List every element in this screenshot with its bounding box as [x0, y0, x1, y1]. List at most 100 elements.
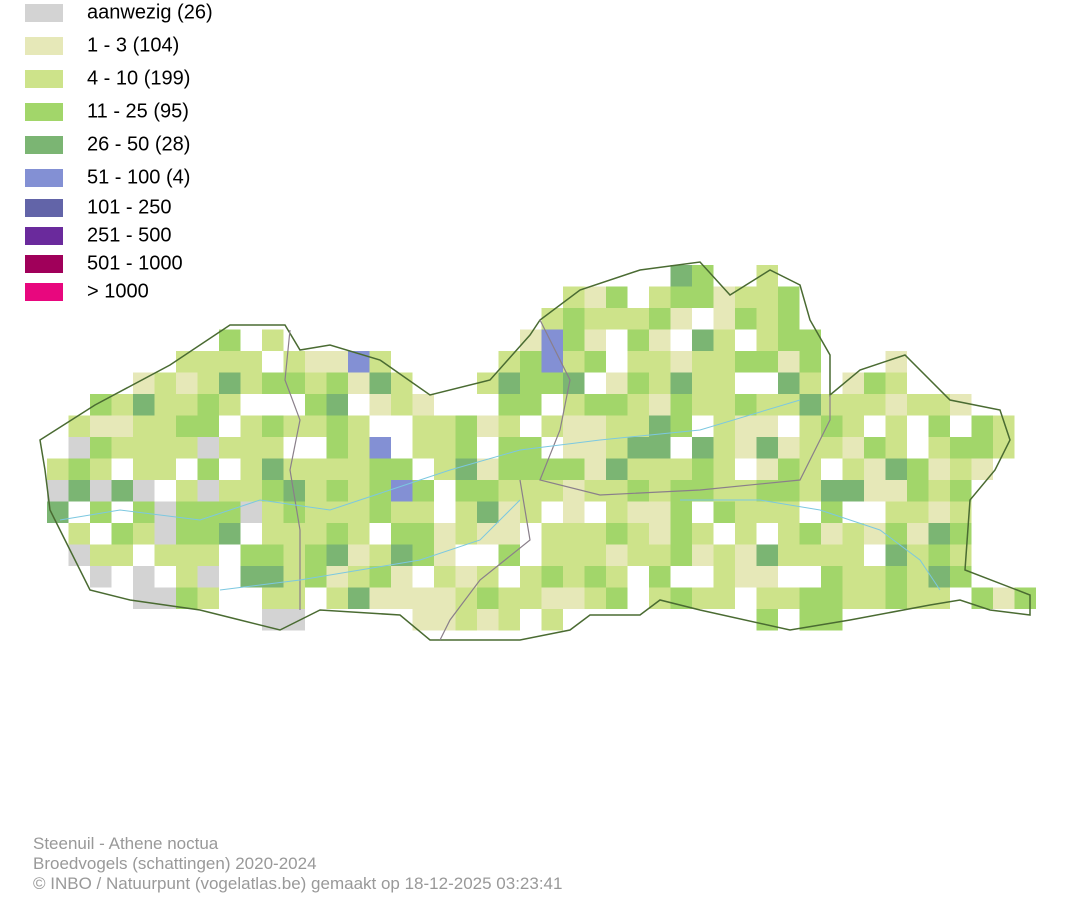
grid-cell	[520, 329, 542, 351]
grid-cell	[348, 351, 370, 373]
grid-cell	[713, 566, 735, 588]
grid-cell	[670, 286, 692, 308]
grid-cell	[821, 394, 843, 416]
grid-cell	[412, 544, 434, 566]
grid-cell	[498, 415, 520, 437]
grid-cell	[756, 351, 778, 373]
grid-cell	[864, 587, 886, 609]
grid-cell	[154, 523, 176, 545]
grid-cell	[434, 587, 456, 609]
grid-cell	[391, 587, 413, 609]
grid-cell	[627, 372, 649, 394]
grid-cell	[627, 329, 649, 351]
grid-cell	[111, 544, 133, 566]
grid-cell	[649, 458, 671, 480]
grid-cell	[520, 501, 542, 523]
grid-cell	[799, 329, 821, 351]
grid-cell	[627, 544, 649, 566]
grid-cell	[369, 501, 391, 523]
grid-cell	[133, 394, 155, 416]
grid-cell	[240, 415, 262, 437]
grid-cell	[498, 394, 520, 416]
grid-cell	[799, 480, 821, 502]
grid-cell	[47, 480, 69, 502]
grid-cell	[735, 544, 757, 566]
grid-cell	[477, 523, 499, 545]
grid-cell	[563, 437, 585, 459]
grid-cell	[68, 523, 90, 545]
grid-cell	[541, 523, 563, 545]
legend-swatch	[25, 4, 63, 22]
grid-cell	[713, 480, 735, 502]
grid-cell	[735, 415, 757, 437]
grid-cell	[842, 544, 864, 566]
grid-cell	[799, 372, 821, 394]
grid-cell	[950, 544, 972, 566]
grid-cell	[154, 437, 176, 459]
grid-cell	[283, 501, 305, 523]
grid-cell	[756, 415, 778, 437]
grid-cell	[821, 501, 843, 523]
grid-cell	[305, 351, 327, 373]
grid-cell	[950, 523, 972, 545]
grid-cell	[369, 458, 391, 480]
grid-cell	[821, 587, 843, 609]
grid-cell	[713, 351, 735, 373]
grid-cell	[434, 609, 456, 631]
grid-cell	[864, 458, 886, 480]
grid-cell	[326, 351, 348, 373]
grid-cell	[326, 587, 348, 609]
grid-cell	[326, 523, 348, 545]
grid-cell	[778, 544, 800, 566]
grid-cell	[326, 394, 348, 416]
grid-cell	[799, 415, 821, 437]
grid-cell	[176, 523, 198, 545]
grid-cell	[821, 437, 843, 459]
grid-cell	[348, 544, 370, 566]
grid-cell	[176, 351, 198, 373]
grid-cell	[713, 394, 735, 416]
grid-cell	[993, 587, 1015, 609]
grid-cell	[606, 480, 628, 502]
grid-cell	[563, 308, 585, 330]
grid-cell	[520, 351, 542, 373]
grid-cell	[670, 351, 692, 373]
grid-cell	[864, 523, 886, 545]
grid-cell	[154, 394, 176, 416]
grid-cell	[735, 437, 757, 459]
grid-cell	[842, 587, 864, 609]
grid-cell	[541, 480, 563, 502]
grid-cell	[197, 523, 219, 545]
legend-label: 51 - 100 (4)	[87, 166, 190, 188]
grid-cell	[154, 372, 176, 394]
legend-swatch	[25, 70, 63, 88]
grid-cell	[649, 566, 671, 588]
grid-cell	[197, 501, 219, 523]
grid-cell	[305, 372, 327, 394]
grid-cell	[756, 501, 778, 523]
grid-cell	[133, 480, 155, 502]
grid-cell	[649, 329, 671, 351]
grid-cell	[842, 458, 864, 480]
legend-label: 501 - 1000	[87, 252, 183, 274]
grid-cell	[369, 437, 391, 459]
grid-cell	[498, 609, 520, 631]
grid-cell	[434, 523, 456, 545]
grid-cell	[606, 437, 628, 459]
grid-cell	[950, 394, 972, 416]
grid-cell	[649, 308, 671, 330]
grid-cell	[627, 458, 649, 480]
grid-cell	[950, 566, 972, 588]
grid-cell	[369, 351, 391, 373]
grid-cell	[584, 480, 606, 502]
grid-cell	[541, 308, 563, 330]
grid-cell	[412, 480, 434, 502]
grid-cell	[369, 372, 391, 394]
grid-cell	[627, 501, 649, 523]
grid-cell	[326, 458, 348, 480]
legend: aanwezig (26) 1 - 3 (104) 4 - 10 (199) 11 -…	[25, 1, 213, 302]
grid-cell	[842, 394, 864, 416]
grid-cell	[477, 566, 499, 588]
grid-cell	[455, 437, 477, 459]
